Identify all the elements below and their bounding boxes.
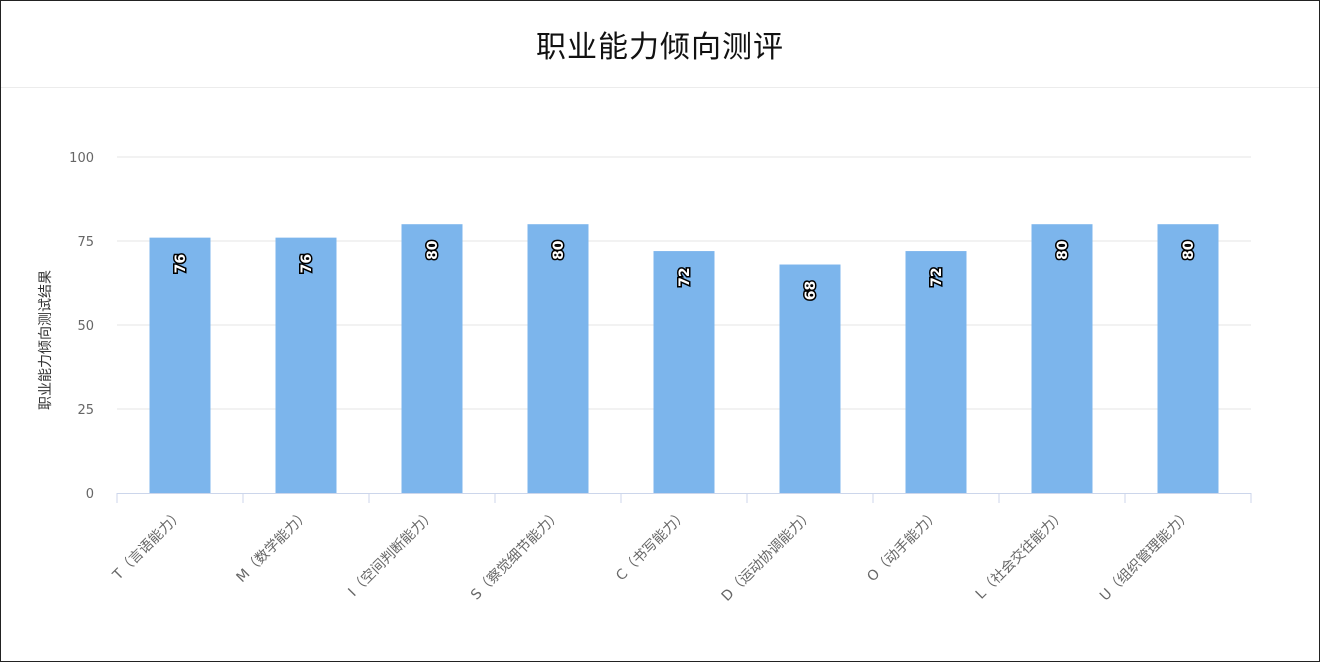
- x-tick-label: M（数学能力）: [234, 507, 313, 586]
- x-tick-label: O（动手能力）: [864, 507, 943, 586]
- y-axis-title: 职业能力倾向测试结果: [38, 270, 54, 410]
- data-label: 72: [677, 267, 693, 286]
- bar: [905, 251, 967, 493]
- data-label: 80: [1055, 240, 1071, 260]
- y-tick-label: 50: [77, 319, 94, 334]
- y-tick-label: 75: [77, 235, 94, 250]
- x-tick-label: T（言语能力）: [109, 507, 186, 584]
- data-label: 80: [1181, 240, 1197, 260]
- bar: [149, 237, 211, 493]
- bar: [779, 264, 841, 493]
- data-label: 80: [551, 240, 567, 260]
- x-tick-label: L（社会交往能力）: [972, 506, 1069, 603]
- bar: [1031, 224, 1093, 493]
- page-title: 职业能力倾向测评: [536, 30, 784, 65]
- bar: [401, 224, 463, 493]
- bar-chart: 0 25 50 75 100 职业能力倾向测试结果 76 T（言语能力） 76 M（数学能力） 80…: [38, 151, 1252, 605]
- x-tick-label: D（运动协调能力）: [719, 507, 817, 605]
- chart-header: 职业能力倾向测评: [1, 1, 1319, 88]
- y-tick-label: 0: [86, 487, 94, 502]
- bar: [653, 251, 715, 493]
- bar: [527, 224, 589, 493]
- x-tick-label: U（组织管理能力）: [1097, 507, 1195, 605]
- bar: [275, 237, 337, 493]
- x-tick-label: I（空间判断能力）: [345, 507, 438, 600]
- bar: [1157, 224, 1219, 493]
- x-tick-label: S（察觉细节能力）: [467, 506, 565, 604]
- y-tick-label: 25: [77, 403, 94, 418]
- data-label: 72: [929, 267, 945, 286]
- data-label: 68: [803, 281, 819, 300]
- y-tick-label: 100: [69, 151, 94, 166]
- data-label: 76: [173, 254, 189, 273]
- data-label: 76: [299, 254, 315, 273]
- x-tick-label: C（书写能力）: [613, 507, 691, 585]
- data-label: 80: [425, 240, 441, 260]
